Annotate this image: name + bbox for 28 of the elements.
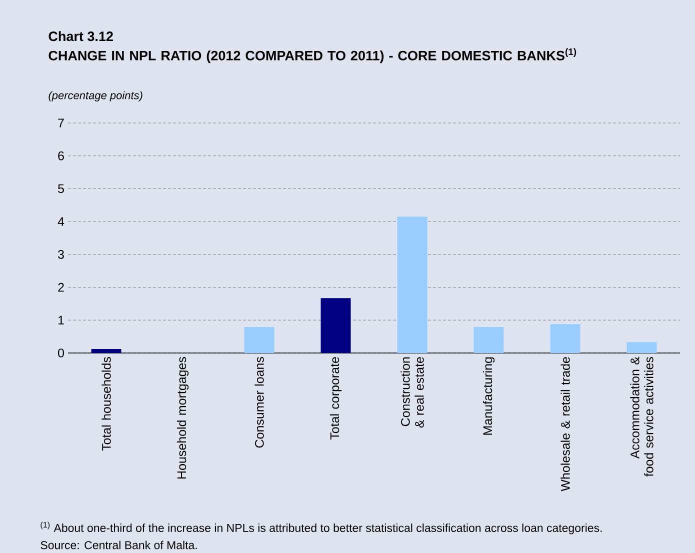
x-tick-label: Construction & real estate — [400, 357, 424, 428]
chart-title: CHANGE IN NPL RATIO (2012 COMPARED TO 2011) - CORE DOMESTIC BANKS$^{(1)}$ — [48, 48, 576, 64]
y-tick-label: 4 — [58, 217, 64, 226]
caption: Chart 3.12 — [48, 31, 113, 42]
chart-subtitle: (percentage points) — [48, 91, 142, 102]
y-tick-label: 5 — [58, 184, 64, 194]
y-tick-label: 0 — [58, 348, 64, 358]
bar — [626, 342, 657, 353]
bar — [550, 324, 580, 353]
x-tick-label: Total corporate — [330, 357, 342, 440]
text: $^{(1)}$ About one-third of the increase in NPLs is attributed to better statistical classification across loan categories. — [40, 522, 602, 534]
bar — [474, 327, 504, 353]
y-tick-label: 7 — [58, 118, 64, 128]
bar — [320, 298, 351, 353]
bar — [397, 216, 428, 353]
source-note: Source: Central Bank of Malta. — [40, 540, 197, 550]
x-tick-label: Household mortgages — [176, 357, 189, 478]
bar — [244, 327, 274, 353]
x-tick-label: Consumer loans — [254, 356, 264, 448]
y-tick-label: 2 — [58, 282, 64, 292]
bar — [91, 349, 122, 353]
x-tick-label: Accommodation & food service activities — [630, 356, 654, 477]
y-tick-label: 1 — [58, 316, 64, 324]
x-tick-label: Total households — [102, 356, 111, 451]
x-tick-label: Wholesale & retail trade — [560, 357, 570, 492]
y-tick-label: 6 — [58, 151, 64, 160]
x-tick-label: Manufacturing — [482, 357, 495, 435]
y-tick-label: 3 — [58, 250, 64, 259]
